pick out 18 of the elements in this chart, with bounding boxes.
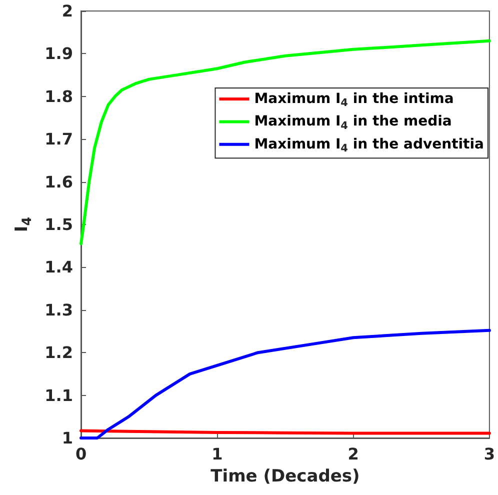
x-tick-label: 2 — [348, 444, 359, 464]
y-tick-label: 1.7 — [44, 130, 73, 149]
y-tick-label: 1.8 — [44, 86, 73, 106]
y-tick-label: 2 — [62, 2, 73, 20]
x-tick-label: 3 — [484, 444, 496, 464]
y-tick-label: 1.2 — [44, 343, 73, 362]
x-axis-title: Time (Decades) — [210, 466, 360, 486]
y-axis-title: I4 — [12, 216, 35, 232]
y-tick-label: 1.3 — [44, 300, 73, 320]
line-series — [80, 39, 491, 246]
y-tick-label: 1.9 — [44, 44, 73, 64]
y-tick-label: 1 — [62, 428, 73, 448]
y-tick-label: 1.6 — [44, 172, 73, 192]
x-tick-label: 0 — [75, 444, 87, 464]
y-tick-label: 1.4 — [44, 258, 73, 277]
y-tick-label: 1.5 — [44, 215, 73, 234]
y-tick-label: 1.1 — [44, 386, 73, 405]
x-tick-label: 1 — [212, 444, 223, 464]
